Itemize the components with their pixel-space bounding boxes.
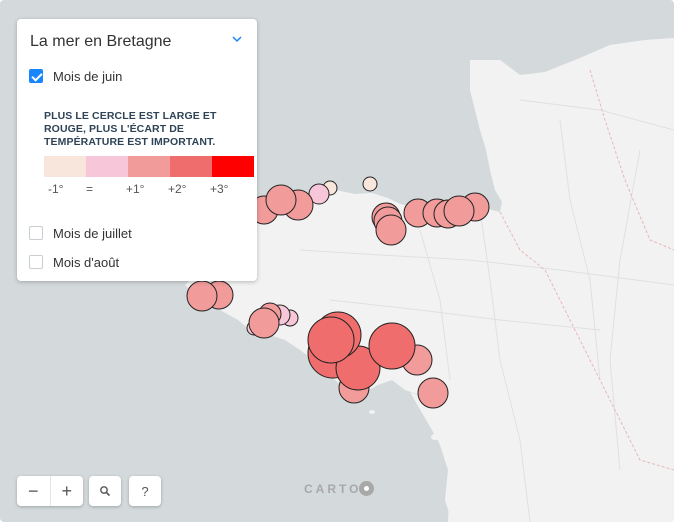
carto-logo-text: CARTO — [304, 482, 362, 496]
legend-swatch-equal — [86, 156, 128, 177]
legend-swatch-plus2 — [170, 156, 212, 177]
zoom-in-button[interactable]: + — [61, 481, 72, 501]
legend-label: +1° — [126, 182, 145, 196]
checkbox-juin[interactable] — [29, 69, 43, 83]
legend-swatch-plus1 — [128, 156, 170, 177]
legend-swatch-minus1 — [44, 156, 86, 177]
option-label: Mois de juillet — [53, 225, 132, 241]
checkbox-juillet[interactable] — [29, 226, 43, 240]
carto-attribution[interactable]: CARTO — [304, 481, 375, 497]
legend-label: +2° — [168, 182, 187, 196]
legend-description: PLUS LE CERCLE EST LARGE ET ROUGE, PLUS … — [44, 110, 217, 148]
zoom-separator — [49, 476, 51, 506]
option-label: Mois d'août — [53, 254, 120, 270]
layer-panel: La mer en Bretagne Mois de juin PLUS LE … — [17, 19, 257, 281]
legend-color-scale — [44, 156, 254, 177]
option-mois-d-aout[interactable]: Mois d'août — [29, 253, 119, 271]
legend-label: +3° — [210, 182, 229, 196]
checkbox-aout[interactable] — [29, 255, 43, 269]
option-label: Mois de juin — [53, 68, 123, 84]
chevron-down-icon[interactable] — [231, 33, 243, 45]
option-mois-de-juin[interactable]: Mois de juin — [29, 67, 122, 85]
search-icon — [100, 486, 111, 497]
legend-label: = — [86, 182, 94, 196]
legend-label: -1° — [48, 182, 64, 196]
panel-title: La mer en Bretagne — [30, 33, 172, 50]
carto-logo-icon — [359, 481, 375, 497]
legend-labels: -1° = +1° +2° +3° — [44, 182, 254, 196]
search-button[interactable] — [89, 476, 121, 506]
legend-swatch-plus3 — [212, 156, 254, 177]
zoom-out-button[interactable]: − — [27, 481, 39, 501]
help-button[interactable]: ? — [129, 476, 161, 506]
option-mois-de-juillet[interactable]: Mois de juillet — [29, 224, 132, 242]
zoom-control: − + — [17, 476, 83, 506]
